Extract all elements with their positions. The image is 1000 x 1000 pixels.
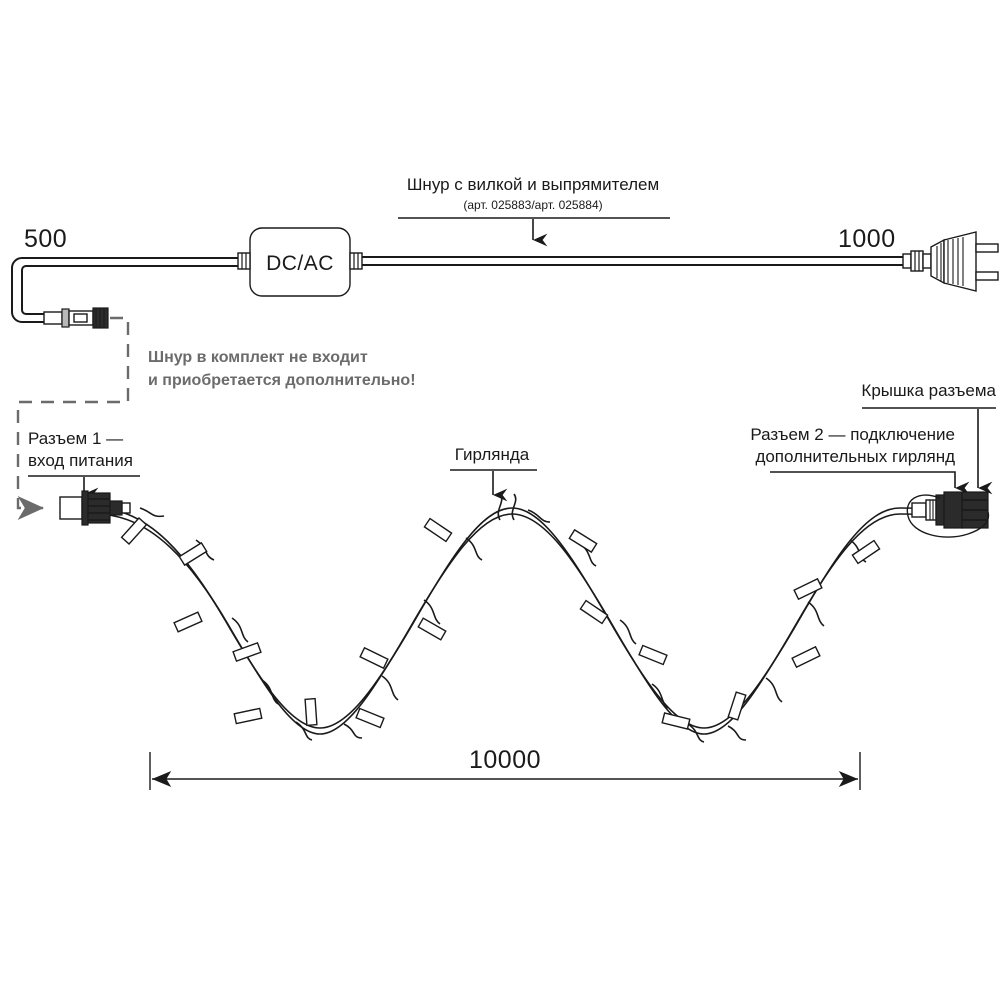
note-line-1: Шнур в комплект не входит <box>148 349 368 366</box>
adapter-label: DC/AC <box>266 252 334 275</box>
callout-garland: Гирлянда <box>450 445 537 502</box>
callout-garland-label: Гирлянда <box>455 445 530 464</box>
callout-power-cord-text: Шнур с вилкой и выпрямителем (арт. 02588… <box>407 175 659 212</box>
connector-2-with-cap <box>906 491 990 538</box>
break-symbol <box>497 493 517 521</box>
callout-connector-cap-label: Крышка разъема <box>861 381 996 400</box>
led-bulb-group <box>120 517 881 730</box>
dc-ac-rectifier-block <box>237 227 363 297</box>
mains-plug <box>902 231 999 292</box>
mains-cord <box>362 256 905 266</box>
callout-connector1-line2: вход питания <box>28 451 133 470</box>
callout-connector2: Разъем 2 — подключение дополнительных ги… <box>750 425 970 495</box>
dimension-label-500: 500 <box>24 225 67 253</box>
callout-connector1-line1: Разъем 1 — <box>28 429 123 448</box>
callout-power-cord-line1: Шнур с вилкой и выпрямителем <box>407 175 659 194</box>
note-line-2: и приобретается дополнительно! <box>148 372 416 389</box>
callout-connector2-line1: Разъем 2 — подключение <box>750 425 955 444</box>
adapter-input-cord <box>11 257 243 323</box>
note-cord-not-included: Шнур в комплект не входит и приобретаетс… <box>148 349 416 389</box>
dimension-label-10000: 10000 <box>469 746 541 774</box>
callout-connector-cap: Крышка разъема <box>861 381 997 495</box>
connector-1-power-input <box>59 490 131 526</box>
dimension-label-1000: 1000 <box>838 225 896 253</box>
callout-power-cord-leader <box>398 217 670 247</box>
optional-cord-dashed-path <box>16 316 130 520</box>
garland-string <box>95 493 929 743</box>
dimension-garland-length: 10000 <box>149 746 861 790</box>
callout-power-cord-line2: (арт. 025883/арт. 025884) <box>463 198 602 212</box>
callout-connector2-line2: дополнительных гирлянд <box>755 447 955 466</box>
adapter-cord-connector <box>43 307 109 329</box>
callout-connector1: Разъем 1 — вход питания <box>28 429 140 501</box>
